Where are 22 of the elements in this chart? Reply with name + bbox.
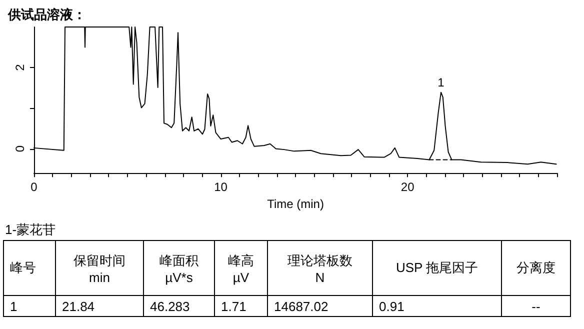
text: 理论塔板数 N <box>268 240 372 296</box>
text: 分离度 <box>502 240 570 296</box>
text: 1-蒙花苷 <box>5 221 56 239</box>
y-tick-label: 2 <box>13 64 27 71</box>
text: 14687.02 <box>268 296 372 316</box>
text: 46.283 <box>144 296 214 316</box>
text: 峰号 <box>4 240 56 296</box>
text: 峰面积 µV*s <box>144 240 214 296</box>
x-tick-label: 20 <box>400 180 415 194</box>
text: 峰高 µV <box>214 240 268 296</box>
text: 保留时间 min <box>56 240 144 296</box>
chart-title: 供试品溶液： <box>7 7 86 22</box>
x-tick-label: 10 <box>214 180 228 194</box>
text: -- <box>502 296 570 316</box>
text: 1.71 <box>214 296 268 316</box>
text: 21.84 <box>56 296 144 316</box>
x-axis-title: Time (min) <box>267 197 324 211</box>
text: 0.91 <box>372 296 502 316</box>
text: USP 拖尾因子 <box>372 240 502 296</box>
text: 1 <box>4 296 56 316</box>
x-tick-label: 0 <box>30 180 38 194</box>
annotation: 1 <box>438 75 445 90</box>
